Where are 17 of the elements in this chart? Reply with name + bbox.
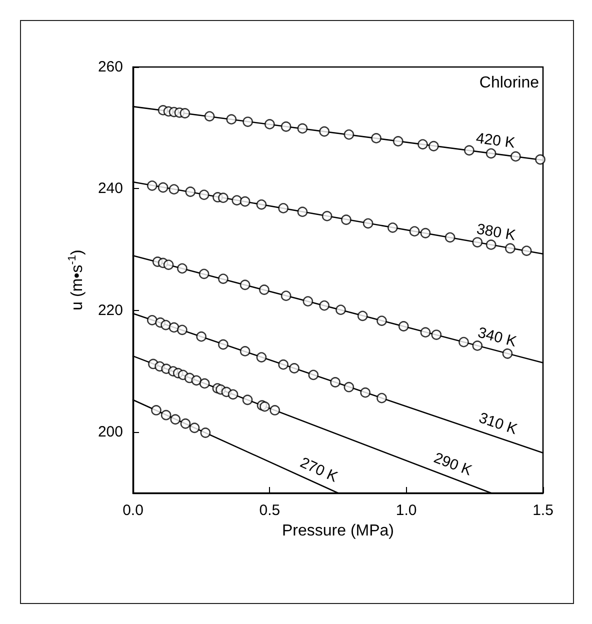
x-tick-label: 0.0 — [122, 502, 144, 519]
text: 380 K — [475, 220, 517, 244]
y-tick-label: 200 — [98, 424, 123, 441]
x-tick-label: 1.0 — [396, 502, 417, 519]
annotation: Chlorine — [479, 74, 540, 92]
y-tick-label: 220 — [98, 302, 123, 319]
y-tick-label: 260 — [98, 58, 123, 76]
x-tick-label: 0.5 — [259, 502, 280, 519]
x-axis-title: Pressure (MPa) — [282, 522, 394, 540]
x-tick-label: 1.5 — [532, 502, 554, 519]
y-tick-label: 240 — [98, 180, 123, 198]
text: 420 K — [474, 130, 516, 152]
text: 290 K — [431, 449, 474, 480]
y-axis-title: u (m•s-1) — [66, 250, 86, 310]
text: 340 K — [476, 324, 518, 351]
text: 310 K — [476, 409, 520, 438]
text: 270 K — [297, 454, 340, 486]
